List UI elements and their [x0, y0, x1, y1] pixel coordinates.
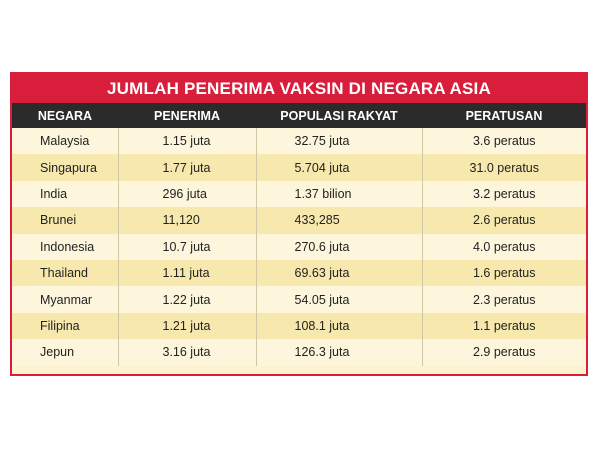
- cell-percent: 1.1 peratus: [422, 312, 586, 340]
- table-row: Thailand 1.11 juta 69.63 juta 1.6 peratus: [12, 259, 586, 287]
- cell-recipients: 1.15 juta: [118, 128, 257, 155]
- cell-country: Thailand: [12, 259, 119, 287]
- vaccine-table: NEGARA PENERIMA POPULASI RAKYAT PERATUSA…: [12, 103, 586, 366]
- table-row: Filipina 1.21 juta 108.1 juta 1.1 peratus: [12, 312, 586, 340]
- table-row: Myanmar 1.22 juta 54.05 juta 2.3 peratus: [12, 286, 586, 313]
- vaccine-recipients-infographic: JUMLAH PENERIMA VAKSIN DI NEGARA ASIA NE…: [10, 72, 588, 376]
- cell-recipients: 10.7 juta: [118, 233, 257, 260]
- table-row: Brunei 11,120 433,285 2.6 peratus: [12, 207, 586, 234]
- cell-population: 54.05 juta: [256, 286, 423, 313]
- cell-country: Indonesia: [12, 233, 119, 260]
- header-recipients: PENERIMA: [118, 103, 256, 128]
- cell-recipients: 1.22 juta: [118, 286, 257, 313]
- cell-population: 69.63 juta: [256, 259, 423, 287]
- table-row: Singapura 1.77 juta 5.704 juta 31.0 peratus: [12, 154, 586, 181]
- cell-country: Jepun: [12, 339, 119, 366]
- cell-population: 5.704 juta: [256, 154, 423, 181]
- cell-percent: 2.9 peratus: [422, 339, 586, 366]
- cell-recipients: 296 juta: [118, 180, 257, 208]
- cell-population: 108.1 juta: [256, 312, 423, 340]
- cell-recipients: 1.21 juta: [118, 312, 257, 340]
- cell-percent: 31.0 peratus: [422, 154, 586, 181]
- cell-recipients: 11,120: [118, 207, 257, 234]
- cell-recipients: 3.16 juta: [118, 339, 257, 366]
- table-row: Malaysia 1.15 juta 32.75 juta 3.6 peratus: [12, 128, 586, 155]
- cell-recipients: 1.77 juta: [118, 154, 257, 181]
- cell-population: 433,285: [256, 207, 423, 234]
- infographic-title: JUMLAH PENERIMA VAKSIN DI NEGARA ASIA: [12, 74, 586, 103]
- cell-percent: 1.6 peratus: [422, 259, 586, 287]
- cell-recipients: 1.11 juta: [118, 259, 257, 287]
- cell-population: 126.3 juta: [256, 339, 423, 366]
- cell-country: Myanmar: [12, 286, 119, 313]
- header-percent: PERATUSAN: [422, 103, 586, 128]
- table-header: NEGARA PENERIMA POPULASI RAKYAT PERATUSA…: [12, 103, 586, 128]
- header-country: NEGARA: [12, 103, 118, 128]
- table-body: Malaysia 1.15 juta 32.75 juta 3.6 peratus Si…: [12, 128, 586, 366]
- cell-percent: 4.0 peratus: [422, 233, 586, 260]
- cell-country: Brunei: [12, 207, 119, 234]
- cell-country: Singapura: [12, 154, 119, 181]
- table-row: Indonesia 10.7 juta 270.6 juta 4.0 peratus: [12, 233, 586, 260]
- cell-country: India: [12, 180, 119, 208]
- cell-country: Filipina: [12, 312, 119, 340]
- cell-population: 32.75 juta: [256, 128, 423, 155]
- header-population: POPULASI RAKYAT: [256, 103, 422, 128]
- cell-percent: 3.6 peratus: [422, 128, 586, 155]
- cell-percent: 2.6 peratus: [422, 207, 586, 234]
- table-row: Jepun 3.16 juta 126.3 juta 2.9 peratus: [12, 339, 586, 366]
- cell-percent: 2.3 peratus: [422, 286, 586, 313]
- table-row: India 296 juta 1.37 bilion 3.2 peratus: [12, 180, 586, 208]
- cell-percent: 3.2 peratus: [422, 180, 586, 208]
- header-row: NEGARA PENERIMA POPULASI RAKYAT PERATUSA…: [12, 103, 586, 128]
- cell-population: 1.37 bilion: [256, 180, 423, 208]
- cell-population: 270.6 juta: [256, 233, 423, 260]
- cell-country: Malaysia: [12, 128, 119, 155]
